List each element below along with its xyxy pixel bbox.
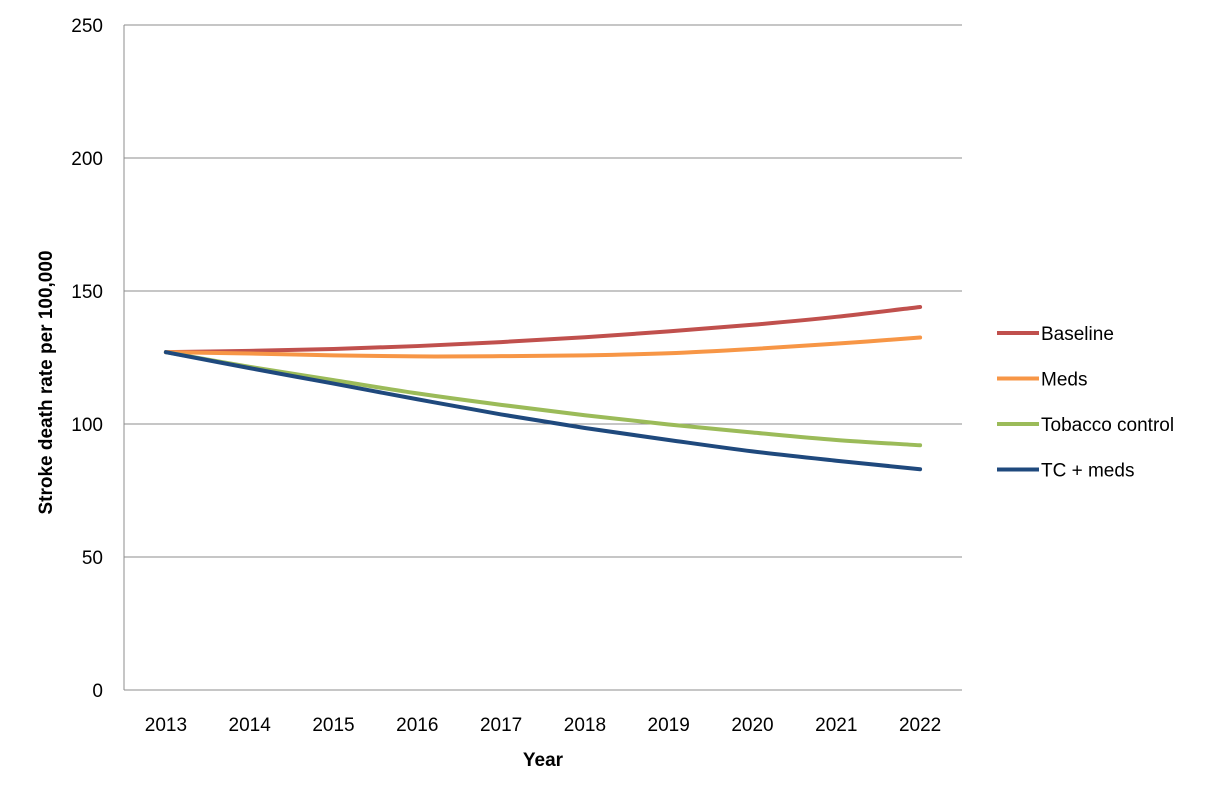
- y-tick-label: 150: [71, 282, 103, 303]
- y-tick-label: 200: [71, 149, 103, 170]
- x-tick-label: 2017: [480, 715, 522, 736]
- x-tick-label: 2015: [312, 715, 354, 736]
- x-tick-label: 2019: [648, 715, 690, 736]
- y-tick-label: 0: [92, 681, 103, 702]
- legend: Baseline Meds Tobacco control TC + meds: [997, 324, 1174, 482]
- series-line-meds: [163, 335, 923, 359]
- legend-label-tobacco-control: Tobacco control: [1041, 415, 1174, 436]
- x-tick-label: 2016: [396, 715, 438, 736]
- x-tick-label: 2020: [731, 715, 773, 736]
- series-lines: [163, 304, 923, 472]
- series-line-tobacco-control: [163, 350, 923, 448]
- x-axis-title: Year: [523, 750, 564, 771]
- axes: 0 50 100 150 200 250 2013 2014 2015 2016 2017 2018 2…: [71, 16, 962, 736]
- x-tick-label: 2021: [815, 715, 857, 736]
- legend-label-baseline: Baseline: [1041, 324, 1114, 345]
- y-tick-label: 100: [71, 415, 103, 436]
- x-tick-label: 2018: [564, 715, 606, 736]
- legend-label-meds: Meds: [1041, 370, 1087, 391]
- gridlines: [124, 24, 962, 558]
- y-axis-title: Stroke death rate per 100,000: [36, 250, 57, 514]
- x-tick-label: 2013: [145, 715, 187, 736]
- x-tick-label: 2022: [899, 715, 941, 736]
- y-tick-label: 250: [71, 16, 103, 37]
- y-tick-label: 50: [82, 548, 103, 569]
- legend-label-tc-meds: TC + meds: [1041, 461, 1134, 482]
- x-tick-label: 2014: [229, 715, 272, 736]
- series-line-baseline: [163, 304, 923, 355]
- series-line-tc-meds: [163, 350, 923, 472]
